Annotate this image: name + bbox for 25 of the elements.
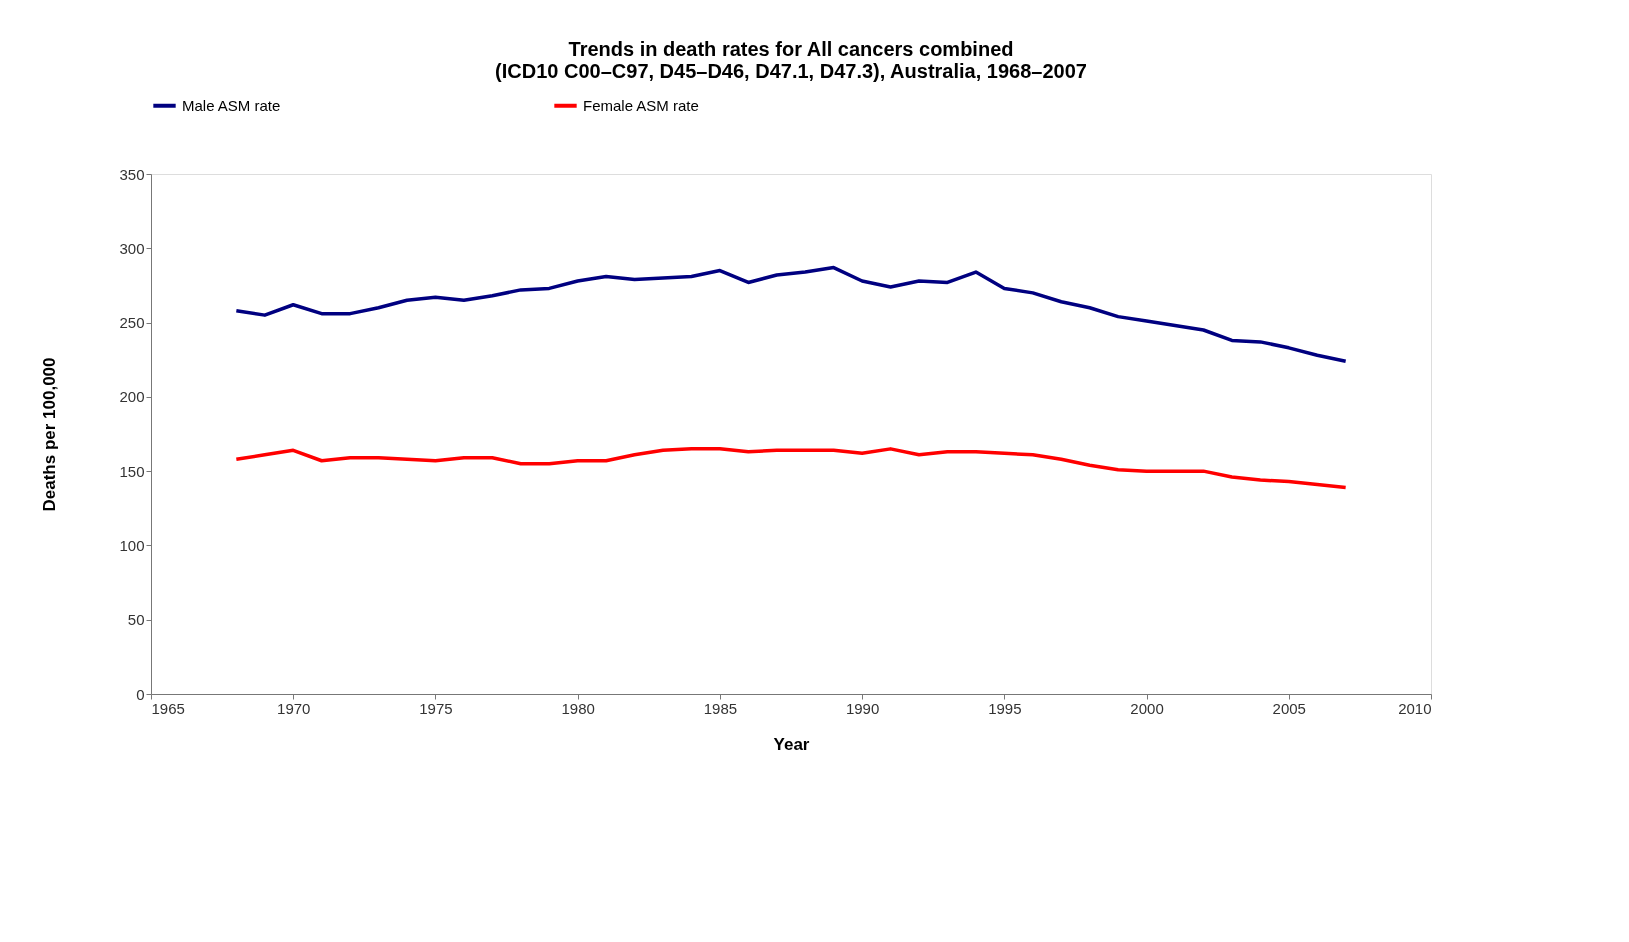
legend-label: Female ASM rate — [583, 96, 699, 114]
y-tick-label: 300 — [119, 239, 145, 257]
x-tick-label: 1970 — [277, 699, 311, 717]
line-series — [234, 265, 1348, 363]
x-tick-label: 1995 — [988, 699, 1022, 717]
x-tick-label: 1975 — [419, 699, 453, 717]
y-tick-label: 100 — [119, 536, 145, 554]
y-tick-label: 250 — [119, 314, 145, 332]
chart-title: Trends in death rates for All cancers combined (ICD10 C00–C97, D45–D46, D47.1, D47.3), Australia, 1968–2007 — [495, 38, 1087, 82]
x-axis-title: Year — [773, 734, 810, 754]
y-tick-label: 50 — [127, 611, 145, 629]
y-axis-title: Deaths per 100,000 — [40, 357, 60, 512]
x-tick-label: 1965 — [151, 699, 185, 717]
x-tick-label: 2010 — [1398, 699, 1432, 717]
line-series — [234, 447, 1348, 490]
legend-label: Male ASM rate — [182, 96, 281, 114]
x-tick-label: 1980 — [561, 699, 595, 717]
x-tick-label: 1990 — [845, 699, 880, 717]
y-tick-label: 150 — [119, 462, 145, 480]
x-tick-label: 1985 — [703, 699, 738, 717]
y-tick-label: 0 — [136, 685, 145, 703]
y-tick-label: 200 — [119, 388, 145, 406]
x-tick-label: 2000 — [1130, 699, 1164, 717]
y-tick-label: 350 — [119, 165, 145, 183]
x-tick-label: 2005 — [1272, 699, 1306, 717]
